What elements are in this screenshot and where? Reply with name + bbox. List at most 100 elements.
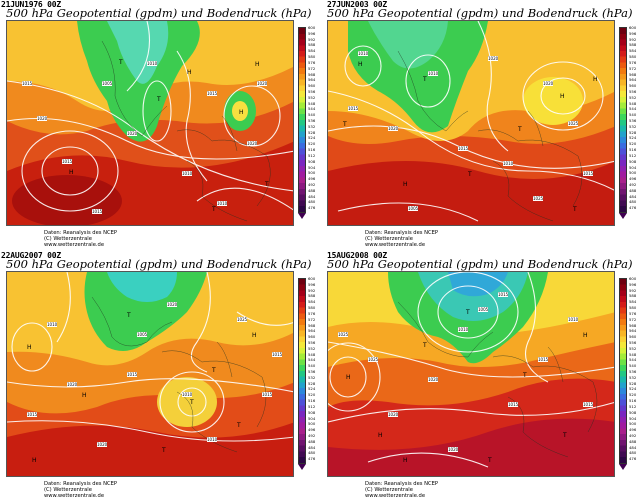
pressure-label: 1010 <box>568 317 579 322</box>
credit-line: (C) Wetterzentrale <box>44 236 92 242</box>
map-panel-1: 21JUN1976 00Z 500 hPa Geopotential (gpdm… <box>0 0 320 250</box>
pressure-system-symbol: T <box>162 447 166 454</box>
colorbar-tick-label: 524 <box>629 386 637 392</box>
colorbar-tick-label: 520 <box>629 392 637 398</box>
colorbar-tick-label: 588 <box>308 293 316 299</box>
colorbar-tick-label: 556 <box>629 339 637 345</box>
pressure-label: 1025 <box>237 317 248 322</box>
pressure-label: 1015 <box>27 412 38 417</box>
pressure-label: 1015 <box>498 292 509 297</box>
pressure-system-symbol: T <box>190 399 194 406</box>
colorbar-tick-label: 480 <box>629 199 637 205</box>
pressure-label: 1010 <box>207 437 218 442</box>
pressure-label: 1020 <box>488 56 499 61</box>
map-panel-2: 27JUN2003 00Z 500 hPa Geopotential (gpdm… <box>321 0 641 250</box>
colorbar-tick-label: 592 <box>629 287 637 293</box>
colorbar-tick-label: 536 <box>308 369 316 374</box>
colorbar-tick-label: 528 <box>629 380 637 386</box>
colorbar-tick-label: 488 <box>629 187 637 193</box>
colorbar-tick-label: 520 <box>308 141 316 147</box>
credit-line: Daten: Reanalysis des NCEP <box>365 230 439 236</box>
pressure-label: 1015 <box>92 209 103 214</box>
colorbar-tick-label: 540 <box>308 112 316 118</box>
colorbar-tick-label: 504 <box>308 164 316 170</box>
pressure-system-symbol: T <box>119 59 123 66</box>
pressure-label: 1015 <box>538 357 549 362</box>
colorbar-tick-label: 564 <box>308 77 316 83</box>
colorbar-tick-label: 596 <box>308 281 316 287</box>
colorbar-tick-label: 488 <box>308 438 316 444</box>
colorbar-tick-label: 528 <box>308 129 316 135</box>
colorbar-tick-label: 560 <box>629 334 637 340</box>
pressure-label: 1010 <box>428 71 439 76</box>
panel-date: 15AUG2008 00Z <box>327 251 388 260</box>
credit-line: www.wetterzentrale.de <box>44 242 105 248</box>
pressure-system-symbol: H <box>27 344 32 351</box>
pressure-label: 1015 <box>127 372 138 377</box>
colorbar-tick-label: 572 <box>308 316 316 322</box>
data-credits: Daten: Reanalysis des NCEP (C) Wetterzen… <box>365 481 438 499</box>
colorbar-tick-label: 556 <box>629 88 637 94</box>
colorbar-tick-label: 484 <box>629 193 637 199</box>
colorbar-tick-label: 540 <box>629 112 637 118</box>
colorbar-tick-label: 476 <box>308 456 316 462</box>
colorbar-tick-label: 560 <box>308 334 316 340</box>
colorbar-arrow <box>298 464 306 470</box>
pressure-system-symbol: T <box>518 126 522 133</box>
weather-map: 1020 1015 1010 1020 1025 1015 1010 1005 … <box>327 20 615 226</box>
credit-line: (C) Wetterzentrale <box>44 487 92 493</box>
colorbar-tick-label: 500 <box>308 421 316 427</box>
colorbar <box>619 278 627 464</box>
colorbar-tick-label: 496 <box>308 176 316 182</box>
pressure-label: 1020 <box>247 141 258 146</box>
colorbar-tick-label: 524 <box>308 386 316 392</box>
colorbar-tick-label: 600 <box>308 25 316 30</box>
colorbar-tick-label: 536 <box>629 369 637 374</box>
weather-map: 1010 1015 1020 1025 1015 1010 1020 1005 … <box>6 271 294 477</box>
panel-title: 500 hPa Geopotential (gpdm) und Bodendru… <box>327 6 633 20</box>
pressure-system-symbol: H <box>239 109 244 116</box>
colorbar-tick-label: 552 <box>629 345 637 351</box>
colorbar-tick-label: 476 <box>629 456 637 462</box>
colorbar-tick-label: 564 <box>629 77 637 83</box>
colorbar-ticks: 600 596 592 588 584 580 576 572 568 564 560 556 552 5… <box>629 277 641 465</box>
colorbar-tick-label: 480 <box>308 450 316 456</box>
colorbar-tick-label: 576 <box>629 59 637 65</box>
pressure-system-symbol: H <box>403 181 408 188</box>
colorbar-tick-label: 476 <box>629 205 637 211</box>
colorbar-tick-label: 496 <box>308 427 316 433</box>
pressure-system-symbol: T <box>563 432 567 439</box>
pressure-label: 1015 <box>62 159 73 164</box>
colorbar-tick-label: 556 <box>308 339 316 345</box>
colorbar-tick-label: 492 <box>308 181 316 187</box>
colorbar-ticks: 600 596 592 588 584 580 576 572 568 564 560 556 552 5… <box>629 26 641 214</box>
pressure-system-symbol: T <box>423 76 427 83</box>
colorbar-tick-label: 548 <box>629 351 637 357</box>
data-credits: Daten: Reanalysis des NCEP (C) Wetterzen… <box>365 230 438 248</box>
pressure-label: 1015 <box>22 81 33 86</box>
colorbar-tick-label: 548 <box>308 351 316 357</box>
colorbar-tick-label: 536 <box>629 118 637 123</box>
pressure-system-symbol: T <box>157 96 161 103</box>
pressure-system-symbol: H <box>560 93 565 100</box>
pressure-system-symbol: T <box>212 367 216 374</box>
colorbar-tick-label: 560 <box>308 83 316 89</box>
credit-line: www.wetterzentrale.de <box>365 493 426 499</box>
colorbar-tick-label: 600 <box>629 276 637 281</box>
colorbar-tick-label: 504 <box>308 415 316 421</box>
pressure-label: 1010 <box>458 327 469 332</box>
pressure-label: 1020 <box>257 81 268 86</box>
credit-line: (C) Wetterzentrale <box>365 236 413 242</box>
pressure-label: 1020 <box>67 382 78 387</box>
panel-title: 500 hPa Geopotential (gpdm) und Bodendru… <box>6 257 312 271</box>
pressure-label: 1015 <box>207 91 218 96</box>
credit-line: www.wetterzentrale.de <box>44 493 105 499</box>
colorbar-tick-label: 564 <box>629 328 637 334</box>
credit-line: Daten: Reanalysis des NCEP <box>44 481 118 487</box>
colorbar-tick-label: 492 <box>308 432 316 438</box>
colorbar-tick-label: 488 <box>308 187 316 193</box>
pressure-label: 1005 <box>102 81 113 86</box>
credit-line: www.wetterzentrale.de <box>365 242 426 248</box>
colorbar-tick-label: 592 <box>629 36 637 42</box>
credit-line: Daten: Reanalysis des NCEP <box>44 230 118 236</box>
